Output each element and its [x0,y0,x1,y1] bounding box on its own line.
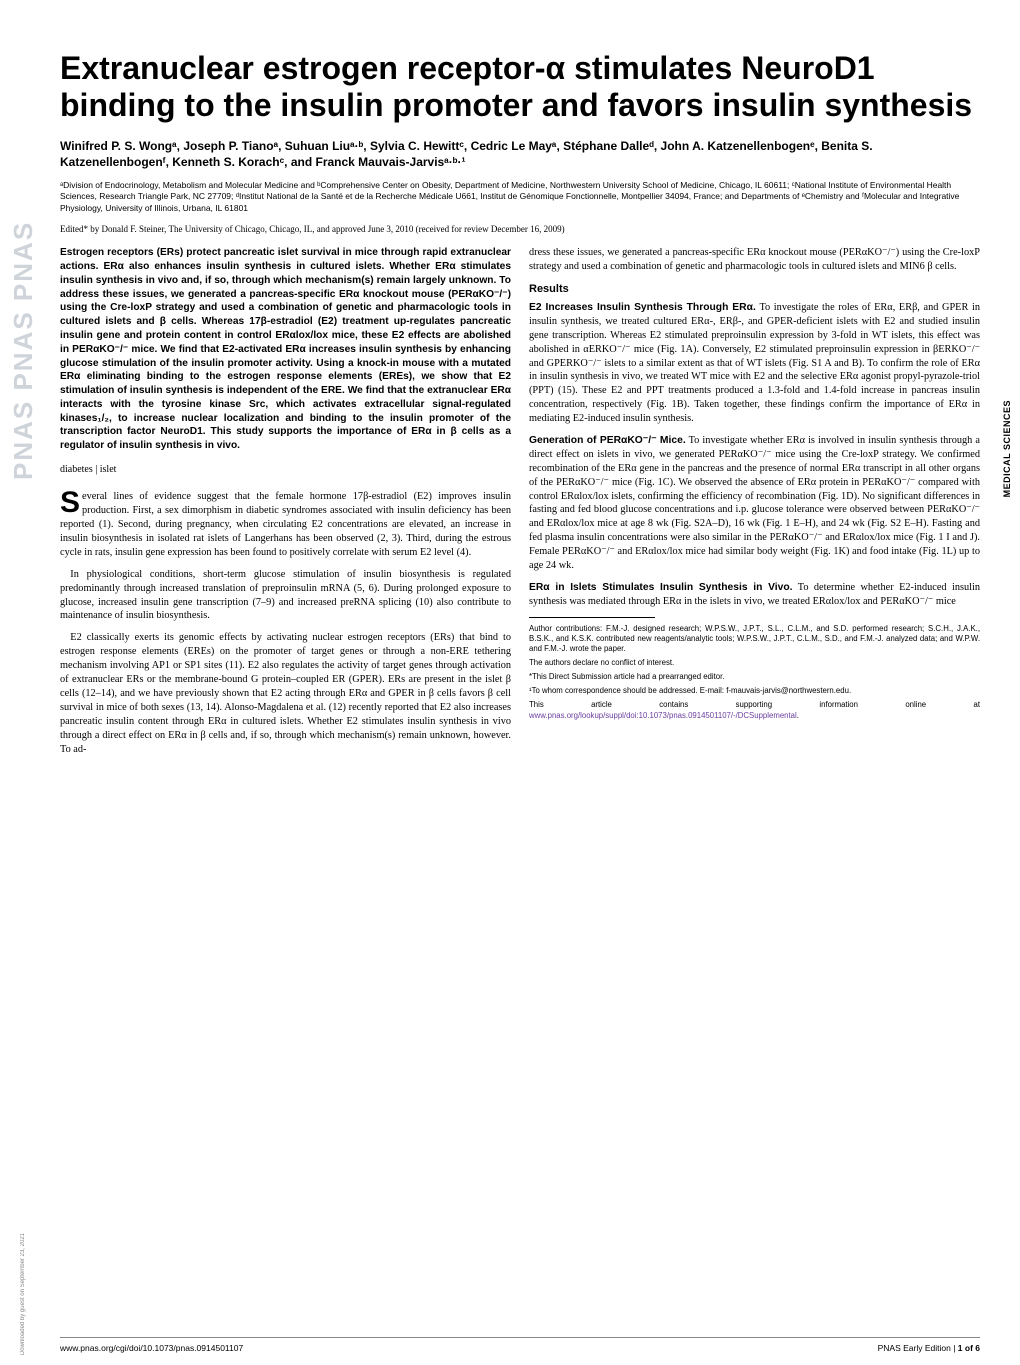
results-runin-3: ERα in Islets Stimulates Insulin Synthes… [529,582,793,593]
supporting-info-link[interactable]: www.pnas.org/lookup/suppl/doi:10.1073/pn… [529,711,797,720]
results-runin-1: E2 Increases Insulin Synthesis Through E… [529,302,756,313]
results-heading: Results [529,282,980,297]
results-p2: Generation of PERαKO⁻/⁻ Mice. To investi… [529,434,980,573]
keywords: diabetes | islet [60,463,511,477]
footnote-correspondence: ¹To whom correspondence should be addres… [529,686,980,696]
footer-doi: www.pnas.org/cgi/doi/10.1073/pnas.091450… [60,1343,243,1353]
authors: Winifred P. S. Wongᵃ, Joseph P. Tianoᵃ, … [60,138,980,170]
affiliations: ᵃDivision of Endocrinology, Metabolism a… [60,180,980,214]
article-title: Extranuclear estrogen receptor-α stimula… [60,50,980,124]
intro-p3: E2 classically exerts its genomic effect… [60,631,511,756]
footer-page-num: 1 of 6 [958,1343,980,1353]
section-tab: MEDICAL SCIENCES [1002,400,1012,497]
results-text-1: To investigate the roles of ERα, ERβ, an… [529,302,980,424]
page-footer: www.pnas.org/cgi/doi/10.1073/pnas.091450… [60,1337,980,1353]
results-p3: ERα in Islets Stimulates Insulin Synthes… [529,581,980,609]
footnote-supporting: This article contains supporting informa… [529,700,980,720]
continued-p: dress these issues, we generated a pancr… [529,246,980,274]
pnas-logo: PNAS PNAS PNAS [8,80,36,620]
footer-pre: PNAS Early Edition | [878,1343,958,1353]
edited-by: Edited* by Donald F. Steiner, The Univer… [60,224,980,234]
sidebar: PNAS PNAS PNAS Downloaded by guest on Se… [0,0,44,1365]
results-text-2: To investigate whether ERα is involved i… [529,435,980,571]
intro-p1: Several lines of evidence suggest that t… [60,490,511,559]
intro-p2: In physiological conditions, short-term … [60,568,511,624]
footnote-si-post: . [797,711,799,720]
two-column-body: Estrogen receptors (ERs) protect pancrea… [60,246,980,764]
abstract: Estrogen receptors (ERs) protect pancrea… [60,246,511,452]
left-column: Estrogen receptors (ERs) protect pancrea… [60,246,511,764]
download-note: Downloaded by guest on September 23, 202… [20,1233,26,1355]
results-runin-2: Generation of PERαKO⁻/⁻ Mice. [529,435,686,446]
footnote-divider [529,617,655,618]
footer-pagination: PNAS Early Edition | 1 of 6 [878,1343,980,1353]
footnote-si-pre: This article contains supporting informa… [529,700,980,709]
right-column: dress these issues, we generated a pancr… [529,246,980,764]
page-content: Extranuclear estrogen receptor-α stimula… [60,50,980,1345]
results-p1: E2 Increases Insulin Synthesis Through E… [529,301,980,426]
footnote-editor: *This Direct Submission article had a pr… [529,672,980,682]
footnote-conflict: The authors declare no conflict of inter… [529,658,980,668]
footnote-authors: Author contributions: F.M.-J. designed r… [529,624,980,654]
